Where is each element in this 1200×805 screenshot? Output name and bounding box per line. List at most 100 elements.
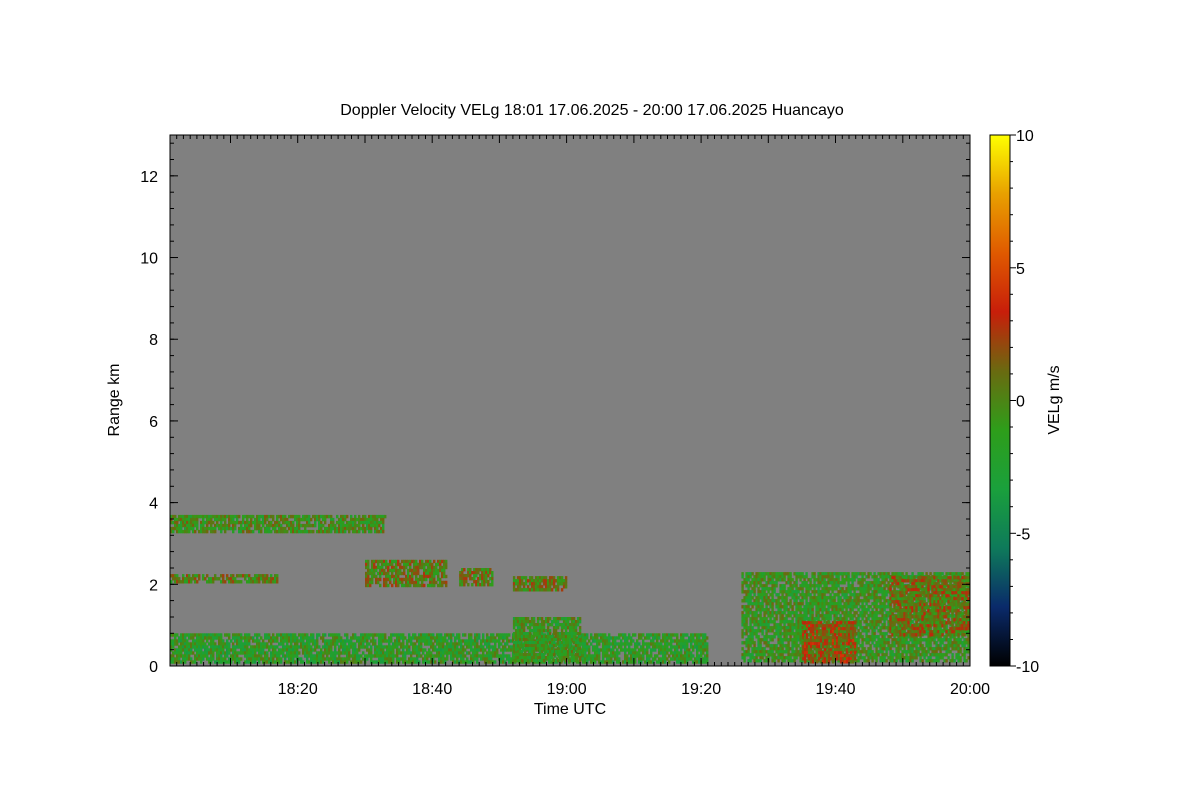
- echo-cell: [232, 517, 235, 522]
- echo-cell: [246, 651, 249, 655]
- echo-cell: [763, 584, 766, 588]
- echo-cell: [823, 614, 826, 618]
- echo-cell: [841, 578, 844, 582]
- echo-cell: [512, 623, 516, 627]
- echo-cell: [376, 633, 379, 637]
- echo-cell: [785, 635, 788, 639]
- echo-cell: [270, 514, 273, 519]
- echo-cell: [242, 526, 245, 531]
- echo-cell: [316, 660, 319, 664]
- echo-cell: [196, 636, 199, 640]
- echo-cell: [684, 657, 687, 661]
- echo-cell: [779, 620, 782, 624]
- echo-cell: [210, 636, 213, 640]
- echo-cell: [326, 642, 329, 646]
- echo-cell: [835, 587, 838, 591]
- echo-cell: [771, 650, 774, 654]
- echo-cell: [783, 572, 786, 576]
- echo-cell: [202, 520, 205, 525]
- echo-cell: [829, 605, 832, 609]
- echo-cell: [216, 645, 219, 649]
- echo-cell: [407, 580, 410, 585]
- echo-cell: [612, 642, 615, 646]
- echo-cell: [186, 645, 189, 649]
- echo-cell: [835, 617, 838, 621]
- echo-cell: [378, 660, 381, 664]
- echo-cell: [248, 520, 251, 525]
- echo-cell: [518, 656, 522, 660]
- echo-cell: [841, 605, 844, 609]
- echo-cell: [407, 571, 410, 576]
- echo-cell: [530, 659, 534, 663]
- echo-cell: [423, 574, 426, 579]
- echo-cell: [346, 654, 349, 658]
- echo-cell: [845, 605, 848, 609]
- echo-cell: [550, 576, 554, 580]
- echo-cell: [676, 657, 679, 661]
- echo-cell: [743, 608, 746, 612]
- echo-cell: [226, 651, 229, 655]
- echo-cell: [650, 660, 653, 664]
- echo-cell: [538, 576, 542, 580]
- echo-cell: [190, 514, 193, 519]
- echo-cell: [628, 648, 631, 652]
- echo-cell: [328, 657, 331, 661]
- echo-cell: [456, 645, 459, 649]
- echo-cell: [294, 660, 297, 664]
- echo-cell: [448, 645, 451, 649]
- echo-cell: [362, 633, 365, 637]
- echo-cell: [196, 633, 199, 637]
- echo-cell: [282, 642, 285, 646]
- echo-cell: [560, 641, 564, 645]
- echo-cell: [284, 636, 287, 640]
- echo-cell: [684, 651, 687, 655]
- echo-cell: [178, 660, 181, 664]
- echo-cell: [745, 572, 748, 576]
- echo-cell: [336, 651, 339, 655]
- echo-cell: [797, 614, 800, 618]
- echo-cell: [763, 650, 766, 654]
- echo-cell: [741, 605, 744, 609]
- echo-cell: [444, 651, 447, 655]
- echo-cell: [821, 638, 824, 642]
- echo-cell: [306, 642, 309, 646]
- echo-cell: [432, 633, 435, 637]
- echo-cell: [688, 636, 691, 640]
- echo-cell: [378, 654, 381, 658]
- echo-cell: [405, 562, 408, 567]
- echo-cell: [576, 644, 580, 648]
- echo-cell: [606, 654, 609, 658]
- echo-cell: [358, 654, 361, 658]
- echo-cell: [234, 636, 237, 640]
- echo-cell: [779, 638, 782, 642]
- echo-cell: [256, 580, 259, 584]
- echo-cell: [751, 641, 754, 645]
- echo-cell: [244, 651, 247, 655]
- echo-cell: [170, 642, 173, 646]
- echo-cell: [608, 633, 611, 637]
- echo-cell: [590, 654, 593, 658]
- echo-cell: [340, 520, 343, 525]
- echo-cell: [202, 574, 205, 578]
- echo-cell: [751, 572, 754, 576]
- echo-cell: [855, 623, 858, 627]
- echo-cell: [446, 645, 449, 649]
- echo-cell: [405, 559, 408, 564]
- echo-cell: [448, 636, 451, 640]
- echo-cell: [564, 653, 568, 657]
- echo-cell: [773, 626, 776, 630]
- echo-cell: [829, 575, 832, 579]
- echo-cell: [440, 642, 443, 646]
- echo-cell: [460, 660, 463, 664]
- echo-cell: [268, 514, 271, 519]
- echo-cell: [224, 529, 227, 534]
- echo-cell: [490, 645, 493, 649]
- echo-cell: [552, 629, 556, 633]
- echo-cell: [256, 517, 259, 522]
- echo-cell: [442, 645, 445, 649]
- echo-cell: [781, 620, 784, 624]
- echo-cell: [532, 588, 536, 592]
- echo-cell: [192, 660, 195, 664]
- echo-cell: [791, 644, 794, 648]
- echo-cell: [286, 523, 289, 528]
